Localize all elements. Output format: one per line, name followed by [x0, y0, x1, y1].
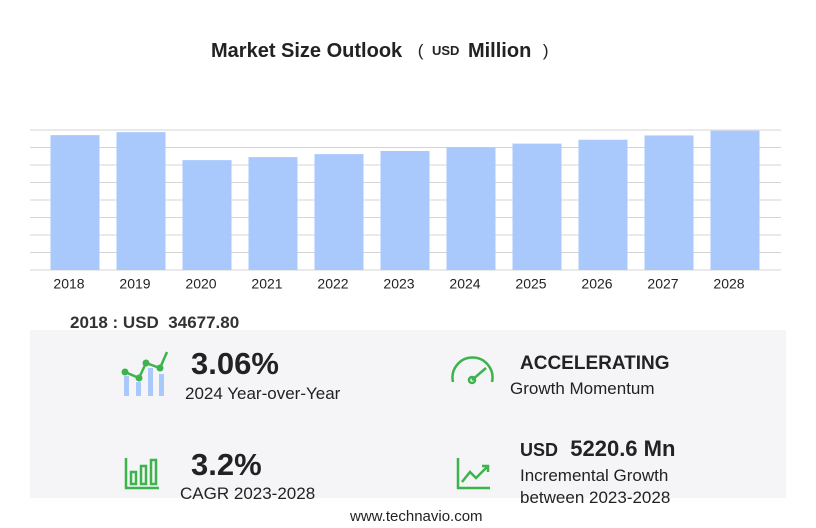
unit-close: ): [543, 41, 549, 60]
chart: Market Size Outlook ( USD Million ) 2018…: [30, 40, 781, 292]
bar: [248, 157, 298, 270]
x-tick-label: 2019: [119, 276, 150, 292]
chart-title: Market Size Outlook ( USD Million ): [211, 40, 549, 62]
footer: www.technavio.com: [350, 508, 483, 525]
x-tick-label: 2023: [383, 276, 414, 292]
bar: [116, 132, 166, 270]
base-label: 2018 : USD: [70, 313, 159, 332]
cagr-period: 2023-2028: [233, 484, 316, 503]
incremental-label: Incremental Growth: [520, 466, 669, 485]
bar: [644, 135, 694, 270]
cagr-value: 3.2%: [191, 447, 262, 482]
momentum-value: ACCELERATING: [520, 353, 670, 374]
bar: [314, 154, 364, 270]
cagr-label: CAGR: [180, 484, 230, 503]
bar: [182, 160, 232, 270]
x-tick-label: 2024: [449, 276, 480, 292]
unit-name: Million: [468, 40, 531, 62]
x-tick-label: 2027: [647, 276, 678, 292]
unit-currency: USD: [432, 43, 459, 58]
x-tick-label: 2026: [581, 276, 612, 292]
yoy-value: 3.06%: [191, 346, 279, 381]
bar: [446, 147, 496, 270]
x-tick-label: 2018: [53, 276, 84, 292]
incremental-period: between 2023-2028: [520, 488, 671, 507]
title-text: Market Size Outlook: [211, 40, 403, 62]
x-tick-label: 2020: [185, 276, 216, 292]
bar: [380, 151, 430, 270]
bar: [512, 143, 562, 270]
yoy-label: 2024 Year-over-Year: [185, 384, 341, 403]
yoy-icon: [121, 351, 169, 396]
x-tick-label: 2021: [251, 276, 282, 292]
x-tick-label: 2025: [515, 276, 546, 292]
momentum-label: Growth Momentum: [510, 379, 655, 398]
incremental-value: 5220.6 Mn: [570, 436, 676, 461]
x-tick-label: 2022: [317, 276, 348, 292]
momentum-icon: [451, 356, 494, 385]
base-value: 34677.80: [168, 313, 240, 332]
incremental-icon: [456, 458, 490, 490]
incremental-unit: USD: [520, 440, 559, 460]
cagr-icon: [124, 458, 159, 490]
bar: [50, 135, 100, 270]
base-year: 2018 : USD 34677.80: [70, 313, 239, 333]
bar: [710, 130, 760, 270]
bar: [578, 139, 628, 270]
x-tick-label: 2028: [713, 276, 744, 292]
unit-open: (: [418, 41, 424, 60]
